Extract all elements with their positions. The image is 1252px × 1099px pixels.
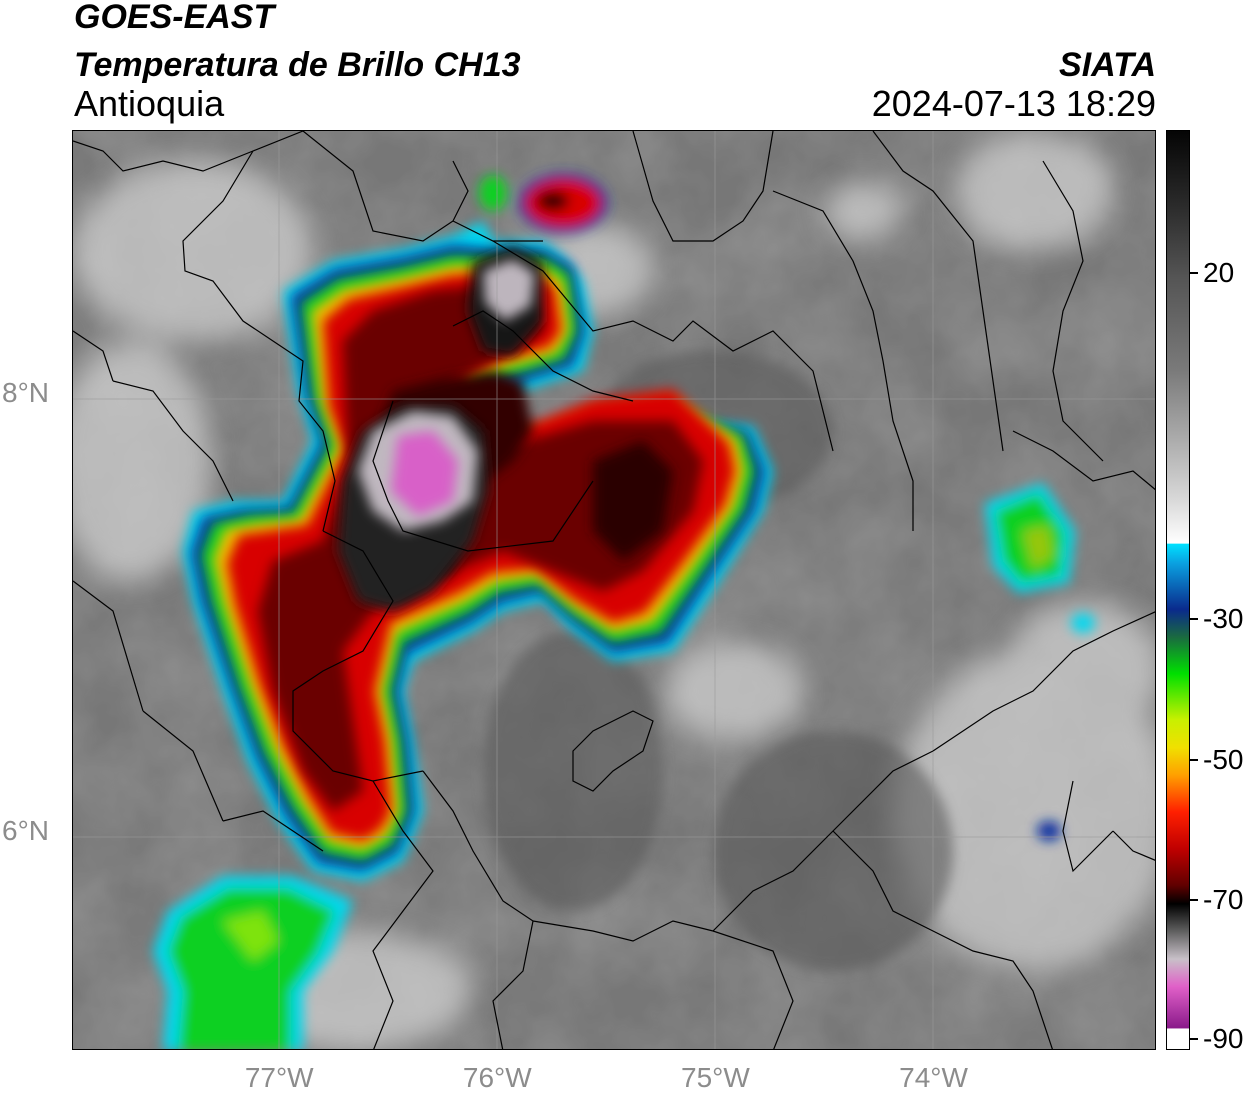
product-title: Temperatura de Brillo CH13 bbox=[74, 46, 521, 84]
colorbar-tick-mark bbox=[1190, 759, 1198, 762]
agency-label: SIATA bbox=[1059, 46, 1156, 84]
colorbar-tick-label: -70 bbox=[1203, 884, 1244, 916]
light-cloud-fields bbox=[73, 131, 1155, 1049]
southwest-cell bbox=[153, 876, 353, 1049]
colorbar-tick-mark bbox=[1190, 618, 1198, 621]
graticule bbox=[73, 131, 1155, 1049]
longitude-tick-label: 77°W bbox=[244, 1062, 314, 1093]
colorbar-tick-label: 20 bbox=[1203, 256, 1235, 288]
colorbar-tick-label: -90 bbox=[1203, 1022, 1244, 1054]
colorbar-tick-mark bbox=[1190, 899, 1198, 902]
latitude-tick-label: 6°N bbox=[2, 814, 49, 846]
timestamp-label: 2024-07-13 18:29 bbox=[871, 83, 1156, 124]
longitude-tick-label: 74°W bbox=[899, 1062, 968, 1093]
colorbar-tick-mark bbox=[1190, 271, 1198, 274]
region-label: Antioquia bbox=[74, 83, 225, 124]
colorbar-tick-mark bbox=[1190, 1037, 1198, 1040]
colorbar bbox=[1166, 130, 1190, 1050]
colorbar-gradient bbox=[1167, 131, 1189, 1049]
eastern-cell bbox=[985, 483, 1095, 841]
latitude-tick-label: 8°N bbox=[2, 376, 49, 408]
satellite-title: GOES-EAST bbox=[74, 0, 275, 36]
municipal-boundaries bbox=[73, 131, 1155, 1049]
colorbar-tick-label: -30 bbox=[1203, 603, 1244, 635]
convective-system bbox=[183, 221, 773, 881]
longitude-tick-label: 76°W bbox=[462, 1062, 532, 1093]
map-canvas bbox=[73, 131, 1155, 1049]
northern-blob bbox=[479, 173, 608, 233]
colorbar-tick-label: -50 bbox=[1203, 744, 1244, 776]
satellite-map[interactable] bbox=[72, 130, 1156, 1050]
longitude-tick-label: 75°W bbox=[681, 1062, 750, 1093]
